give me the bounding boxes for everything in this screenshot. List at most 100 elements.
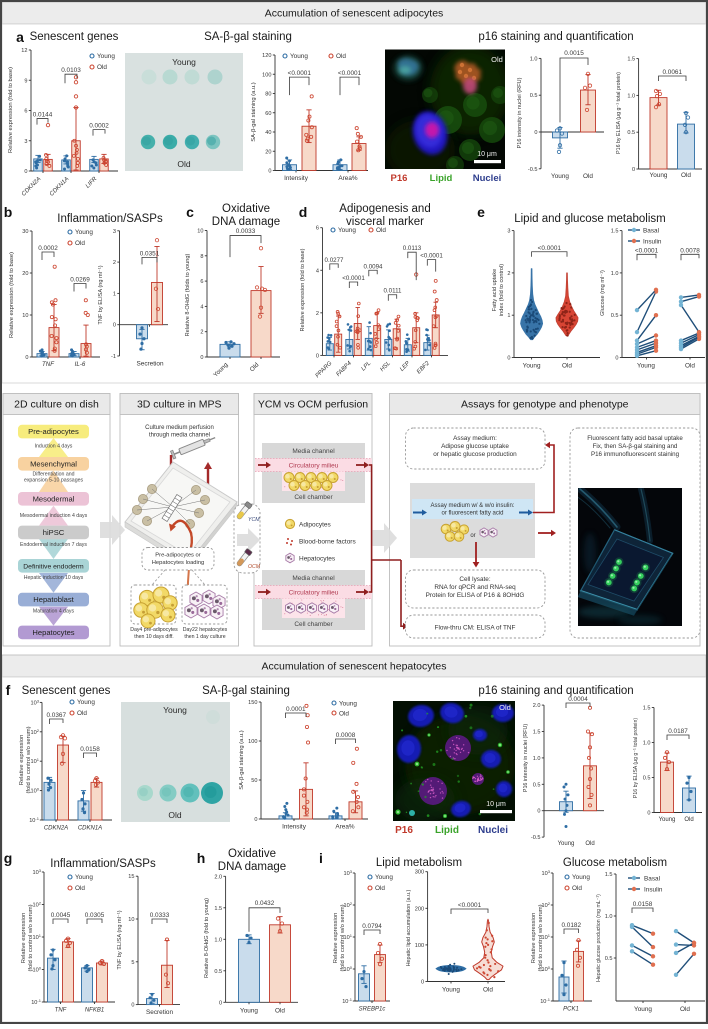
svg-text:Relative 8-OHdG (fold to young: Relative 8-OHdG (fold to young) (204, 898, 210, 978)
svg-text:101: 101 (33, 933, 42, 941)
svg-text:Oxidative: Oxidative (228, 848, 276, 860)
svg-text:1.0: 1.0 (530, 56, 538, 62)
svg-text:10 μm: 10 μm (486, 801, 506, 808)
svg-text:10-1: 10-1 (540, 997, 551, 1005)
svg-text:Young: Young (523, 363, 541, 370)
svg-text:2: 2 (200, 330, 203, 336)
svg-text:0.0187: 0.0187 (668, 728, 688, 735)
svg-text:102: 102 (344, 901, 353, 909)
svg-text:0.0103: 0.0103 (61, 67, 81, 74)
svg-text:0.0078: 0.0078 (680, 247, 700, 254)
svg-text:0.5: 0.5 (530, 93, 538, 99)
svg-text:1.0: 1.0 (643, 741, 651, 747)
svg-text:Insulin: Insulin (644, 887, 663, 894)
svg-text:Area%: Area% (335, 824, 354, 831)
svg-text:1.5: 1.5 (611, 229, 619, 235)
svg-text:TNF by ELISA (ng ml⁻¹): TNF by ELISA (ng ml⁻¹) (117, 910, 123, 969)
svg-text:0.0432: 0.0432 (255, 900, 275, 907)
svg-text:4: 4 (200, 304, 203, 310)
svg-text:Oxidative: Oxidative (222, 203, 270, 215)
svg-text:Assay medium w/ & w/o insulin:: Assay medium w/ & w/o insulin: (430, 503, 514, 509)
svg-text:i: i (319, 850, 323, 866)
svg-text:10-1: 10-1 (29, 816, 40, 824)
svg-text:12: 12 (21, 48, 27, 54)
svg-text:1.5: 1.5 (627, 57, 635, 63)
svg-text:Day22 hepatocytes: Day22 hepatocytes (183, 627, 228, 633)
svg-text:0.0002: 0.0002 (89, 123, 109, 130)
svg-text:Pre-adipocytes or: Pre-adipocytes or (155, 553, 200, 559)
svg-text:0: 0 (131, 1003, 134, 1009)
svg-text:0: 0 (200, 355, 203, 361)
svg-text:<0.0001: <0.0001 (635, 247, 659, 254)
svg-text:c: c (186, 204, 194, 220)
svg-text:102: 102 (33, 901, 42, 909)
svg-text:Young: Young (75, 229, 93, 236)
svg-text:g: g (4, 850, 13, 866)
svg-text:2: 2 (113, 260, 116, 266)
svg-text:Old: Old (562, 363, 572, 370)
svg-text:Secretion: Secretion (137, 361, 164, 368)
svg-text:Basal: Basal (644, 876, 660, 883)
svg-text:a: a (16, 29, 24, 45)
svg-text:Nuclei: Nuclei (473, 173, 502, 184)
svg-text:Old: Old (275, 1007, 285, 1014)
svg-text:3: 3 (113, 229, 116, 235)
svg-text:Young: Young (338, 227, 356, 234)
svg-text:RNA for qPCR and RNA-seq: RNA for qPCR and RNA-seq (434, 584, 516, 591)
svg-text:Hepatocytes: Hepatocytes (299, 556, 336, 563)
svg-text:CDKN1A: CDKN1A (78, 826, 102, 832)
svg-text:P16: P16 (391, 173, 408, 184)
svg-text:d: d (299, 204, 308, 220)
svg-text:Adipocytes: Adipocytes (299, 522, 332, 529)
svg-text:0.0277: 0.0277 (325, 257, 344, 264)
svg-text:or: or (470, 533, 475, 539)
svg-text:b: b (4, 204, 13, 220)
svg-text:Nuclei: Nuclei (478, 825, 508, 836)
svg-text:or hepatic glucose production: or hepatic glucose production (433, 451, 517, 458)
svg-text:Old: Old (491, 55, 503, 64)
svg-text:Intensity: Intensity (284, 175, 309, 182)
svg-text:Young: Young (634, 1006, 652, 1013)
svg-text:100: 100 (248, 739, 257, 745)
svg-text:0.5: 0.5 (605, 956, 613, 962)
svg-text:<0.0001: <0.0001 (338, 70, 362, 77)
svg-text:Glucose metabolism: Glucose metabolism (563, 857, 667, 869)
svg-text:Old: Old (685, 363, 695, 370)
svg-text:2: 2 (507, 271, 510, 277)
svg-text:6: 6 (200, 279, 203, 285)
svg-text:Young: Young (77, 699, 95, 706)
svg-text:then 1 day culture: then 1 day culture (184, 634, 225, 640)
svg-text:Relative expression: Relative expression (21, 913, 27, 964)
svg-text:Circulatory milieu: Circulatory milieu (289, 463, 339, 470)
svg-text:40: 40 (265, 130, 271, 136)
svg-text:Inflammation/SASPs: Inflammation/SASPs (50, 858, 156, 870)
svg-text:10-1: 10-1 (342, 997, 353, 1005)
svg-text:2.0: 2.0 (533, 703, 541, 709)
svg-text:Old: Old (376, 227, 386, 234)
svg-text:Young: Young (163, 705, 187, 715)
svg-text:Basal: Basal (643, 228, 659, 235)
svg-text:Young: Young (375, 874, 393, 881)
svg-text:3: 3 (24, 139, 27, 145)
svg-text:Assays for genotype and phenot: Assays for genotype and phenotype (461, 399, 629, 411)
svg-text:Old: Old (681, 172, 691, 179)
svg-text:0.0002: 0.0002 (38, 245, 58, 252)
svg-text:0: 0 (647, 811, 650, 817)
svg-text:Old: Old (483, 987, 493, 994)
svg-text:1.5: 1.5 (533, 730, 541, 736)
svg-text:0.0158: 0.0158 (80, 746, 100, 753)
svg-text:1.5: 1.5 (643, 706, 651, 712)
svg-text:Relative expression: Relative expression (333, 913, 339, 964)
svg-text:visceral marker: visceral marker (346, 216, 424, 228)
svg-text:(fold to control w/o serum): (fold to control w/o serum) (538, 904, 544, 971)
svg-text:Secretion: Secretion (146, 1009, 173, 1016)
svg-text:Lipid metabolism: Lipid metabolism (376, 857, 462, 869)
svg-text:through media channel: through media channel (149, 433, 210, 439)
svg-text:Young: Young (650, 172, 668, 179)
svg-text:100: 100 (415, 943, 424, 949)
svg-text:Old: Old (97, 64, 107, 71)
svg-text:103: 103 (542, 869, 551, 877)
svg-text:Lipid and glucose metabolism: Lipid and glucose metabolism (514, 213, 666, 225)
svg-text:0.5: 0.5 (643, 776, 651, 782)
svg-text:(fold to control w/o serum): (fold to control w/o serum) (340, 904, 346, 971)
